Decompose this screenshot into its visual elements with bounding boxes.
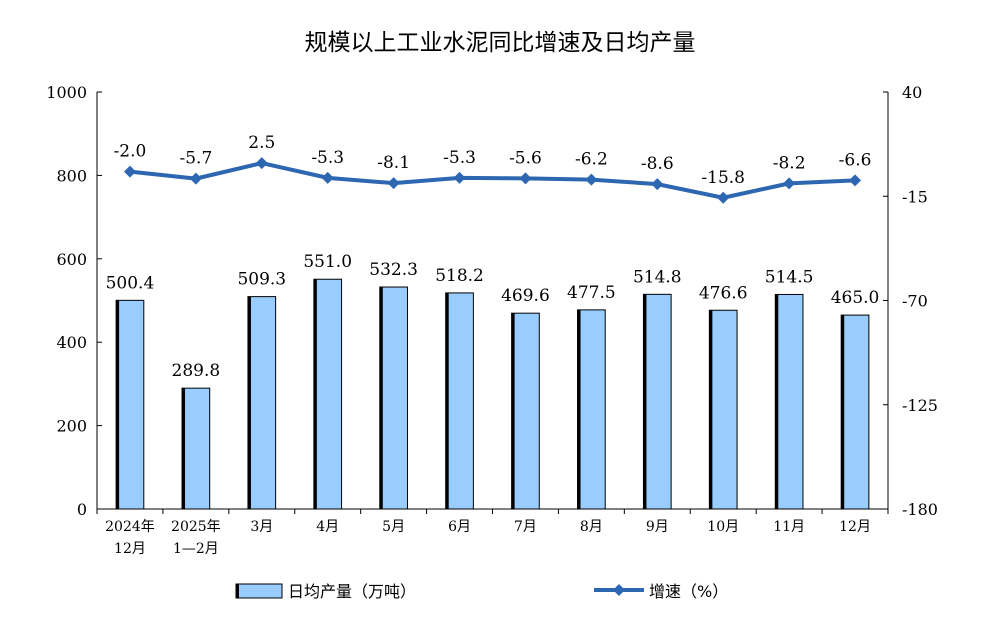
legend-bar-swatch-shadow — [236, 584, 239, 598]
bar-value-label: 518.2 — [435, 266, 484, 286]
bar-value-label: 500.4 — [106, 273, 155, 293]
bar — [247, 296, 277, 510]
bar-edge — [775, 294, 779, 509]
bar-value-label: 465.0 — [831, 288, 880, 308]
y-right-tick-label: -125 — [902, 396, 938, 415]
bar-edge — [643, 294, 647, 509]
y-right-tick-label: -180 — [902, 500, 938, 519]
x-tick-label: 9月 — [646, 519, 669, 535]
line-point — [387, 177, 400, 190]
line-point — [585, 173, 598, 186]
line-value-label: -6.2 — [575, 150, 608, 170]
bar-edge — [445, 292, 449, 509]
line-point — [453, 171, 466, 184]
legend-line-marker — [613, 584, 625, 596]
y-left-tick-label: 0 — [77, 500, 87, 519]
bar — [774, 293, 804, 510]
x-tick-label: 4月 — [316, 519, 339, 535]
bar-value-label: 551.0 — [303, 252, 352, 272]
y-right-tick-label: 40 — [902, 83, 922, 102]
bar-edge — [709, 310, 713, 509]
x-tick-label: 10月 — [707, 519, 739, 535]
bar-value-label: 289.8 — [172, 361, 221, 381]
line-value-label: -8.2 — [773, 153, 806, 173]
y-left-tick-label: 600 — [56, 250, 87, 269]
x-tick-label: 8月 — [580, 519, 603, 535]
bar — [181, 387, 211, 510]
bar-edge — [841, 315, 845, 509]
chart-title: 规模以上工业水泥同比增速及日均产量 — [305, 30, 696, 56]
line-point — [717, 191, 730, 204]
line-value-label: -6.6 — [839, 150, 872, 170]
y-left-tick-label: 800 — [56, 166, 87, 185]
y-right-tick-label: -15 — [902, 187, 928, 206]
legend-line-label: 增速（%） — [649, 582, 728, 601]
line-point — [783, 177, 796, 190]
bar-edge — [511, 313, 515, 509]
x-tick-label: 12月 — [114, 541, 146, 557]
y-left-tick-label: 1000 — [46, 83, 87, 102]
legend-bar-swatch — [235, 583, 283, 599]
bar-value-label: 477.5 — [567, 283, 616, 303]
line-point — [189, 172, 202, 185]
x-tick-label: 3月 — [250, 519, 273, 535]
bar — [642, 293, 672, 510]
bar — [577, 309, 606, 510]
line-point — [123, 165, 136, 178]
bar-value-label: 469.6 — [501, 286, 550, 306]
line-point — [651, 178, 664, 191]
x-tick-label: 11月 — [773, 519, 805, 535]
bar-edge — [116, 300, 120, 509]
bar-value-label: 476.6 — [699, 283, 748, 303]
y-left-tick-label: 200 — [56, 417, 87, 436]
x-tick-label: 12月 — [839, 519, 871, 535]
line-point — [321, 171, 334, 184]
line-value-label: -5.6 — [509, 148, 542, 168]
bar — [445, 292, 474, 510]
y-right-tick-label: -70 — [902, 292, 928, 311]
bar-edge — [182, 388, 186, 509]
bar — [379, 286, 408, 510]
bar — [708, 309, 738, 510]
bar-edge — [379, 287, 383, 509]
line-value-label: -5.3 — [311, 148, 344, 168]
legend-bar-label: 日均产量（万吨） — [288, 582, 416, 601]
line-value-label: -5.3 — [443, 148, 476, 168]
growth-line — [129, 161, 856, 200]
bar-value-label: 532.3 — [369, 260, 418, 280]
bar — [840, 314, 870, 510]
bar-edge — [313, 279, 317, 509]
line-value-label: -8.1 — [377, 153, 410, 173]
line-point — [849, 174, 862, 187]
y-left-tick-label: 400 — [56, 333, 87, 352]
x-tick-label: 5月 — [382, 519, 405, 535]
x-tick-label: 6月 — [448, 519, 471, 535]
line-value-label: -15.8 — [701, 168, 745, 188]
x-tick-label: 1—2月 — [173, 541, 219, 557]
bar — [511, 312, 540, 510]
bar-edge — [577, 309, 581, 509]
bar-edge — [247, 296, 251, 509]
bar-value-label: 514.8 — [633, 267, 682, 287]
line-point — [255, 157, 268, 170]
line-value-label: 2.5 — [248, 133, 275, 153]
bar-value-label: 509.3 — [237, 270, 286, 290]
line-value-label: -8.6 — [641, 154, 674, 174]
x-tick-label: 2024年 — [105, 519, 155, 535]
line-value-label: -2.0 — [114, 142, 147, 162]
bar — [115, 299, 145, 510]
x-tick-label: 2025年 — [171, 519, 221, 535]
bar — [313, 278, 343, 510]
bar-value-label: 514.5 — [765, 267, 814, 287]
line-value-label: -5.7 — [179, 149, 212, 169]
line-point — [519, 172, 532, 185]
x-tick-label: 7月 — [514, 519, 537, 535]
